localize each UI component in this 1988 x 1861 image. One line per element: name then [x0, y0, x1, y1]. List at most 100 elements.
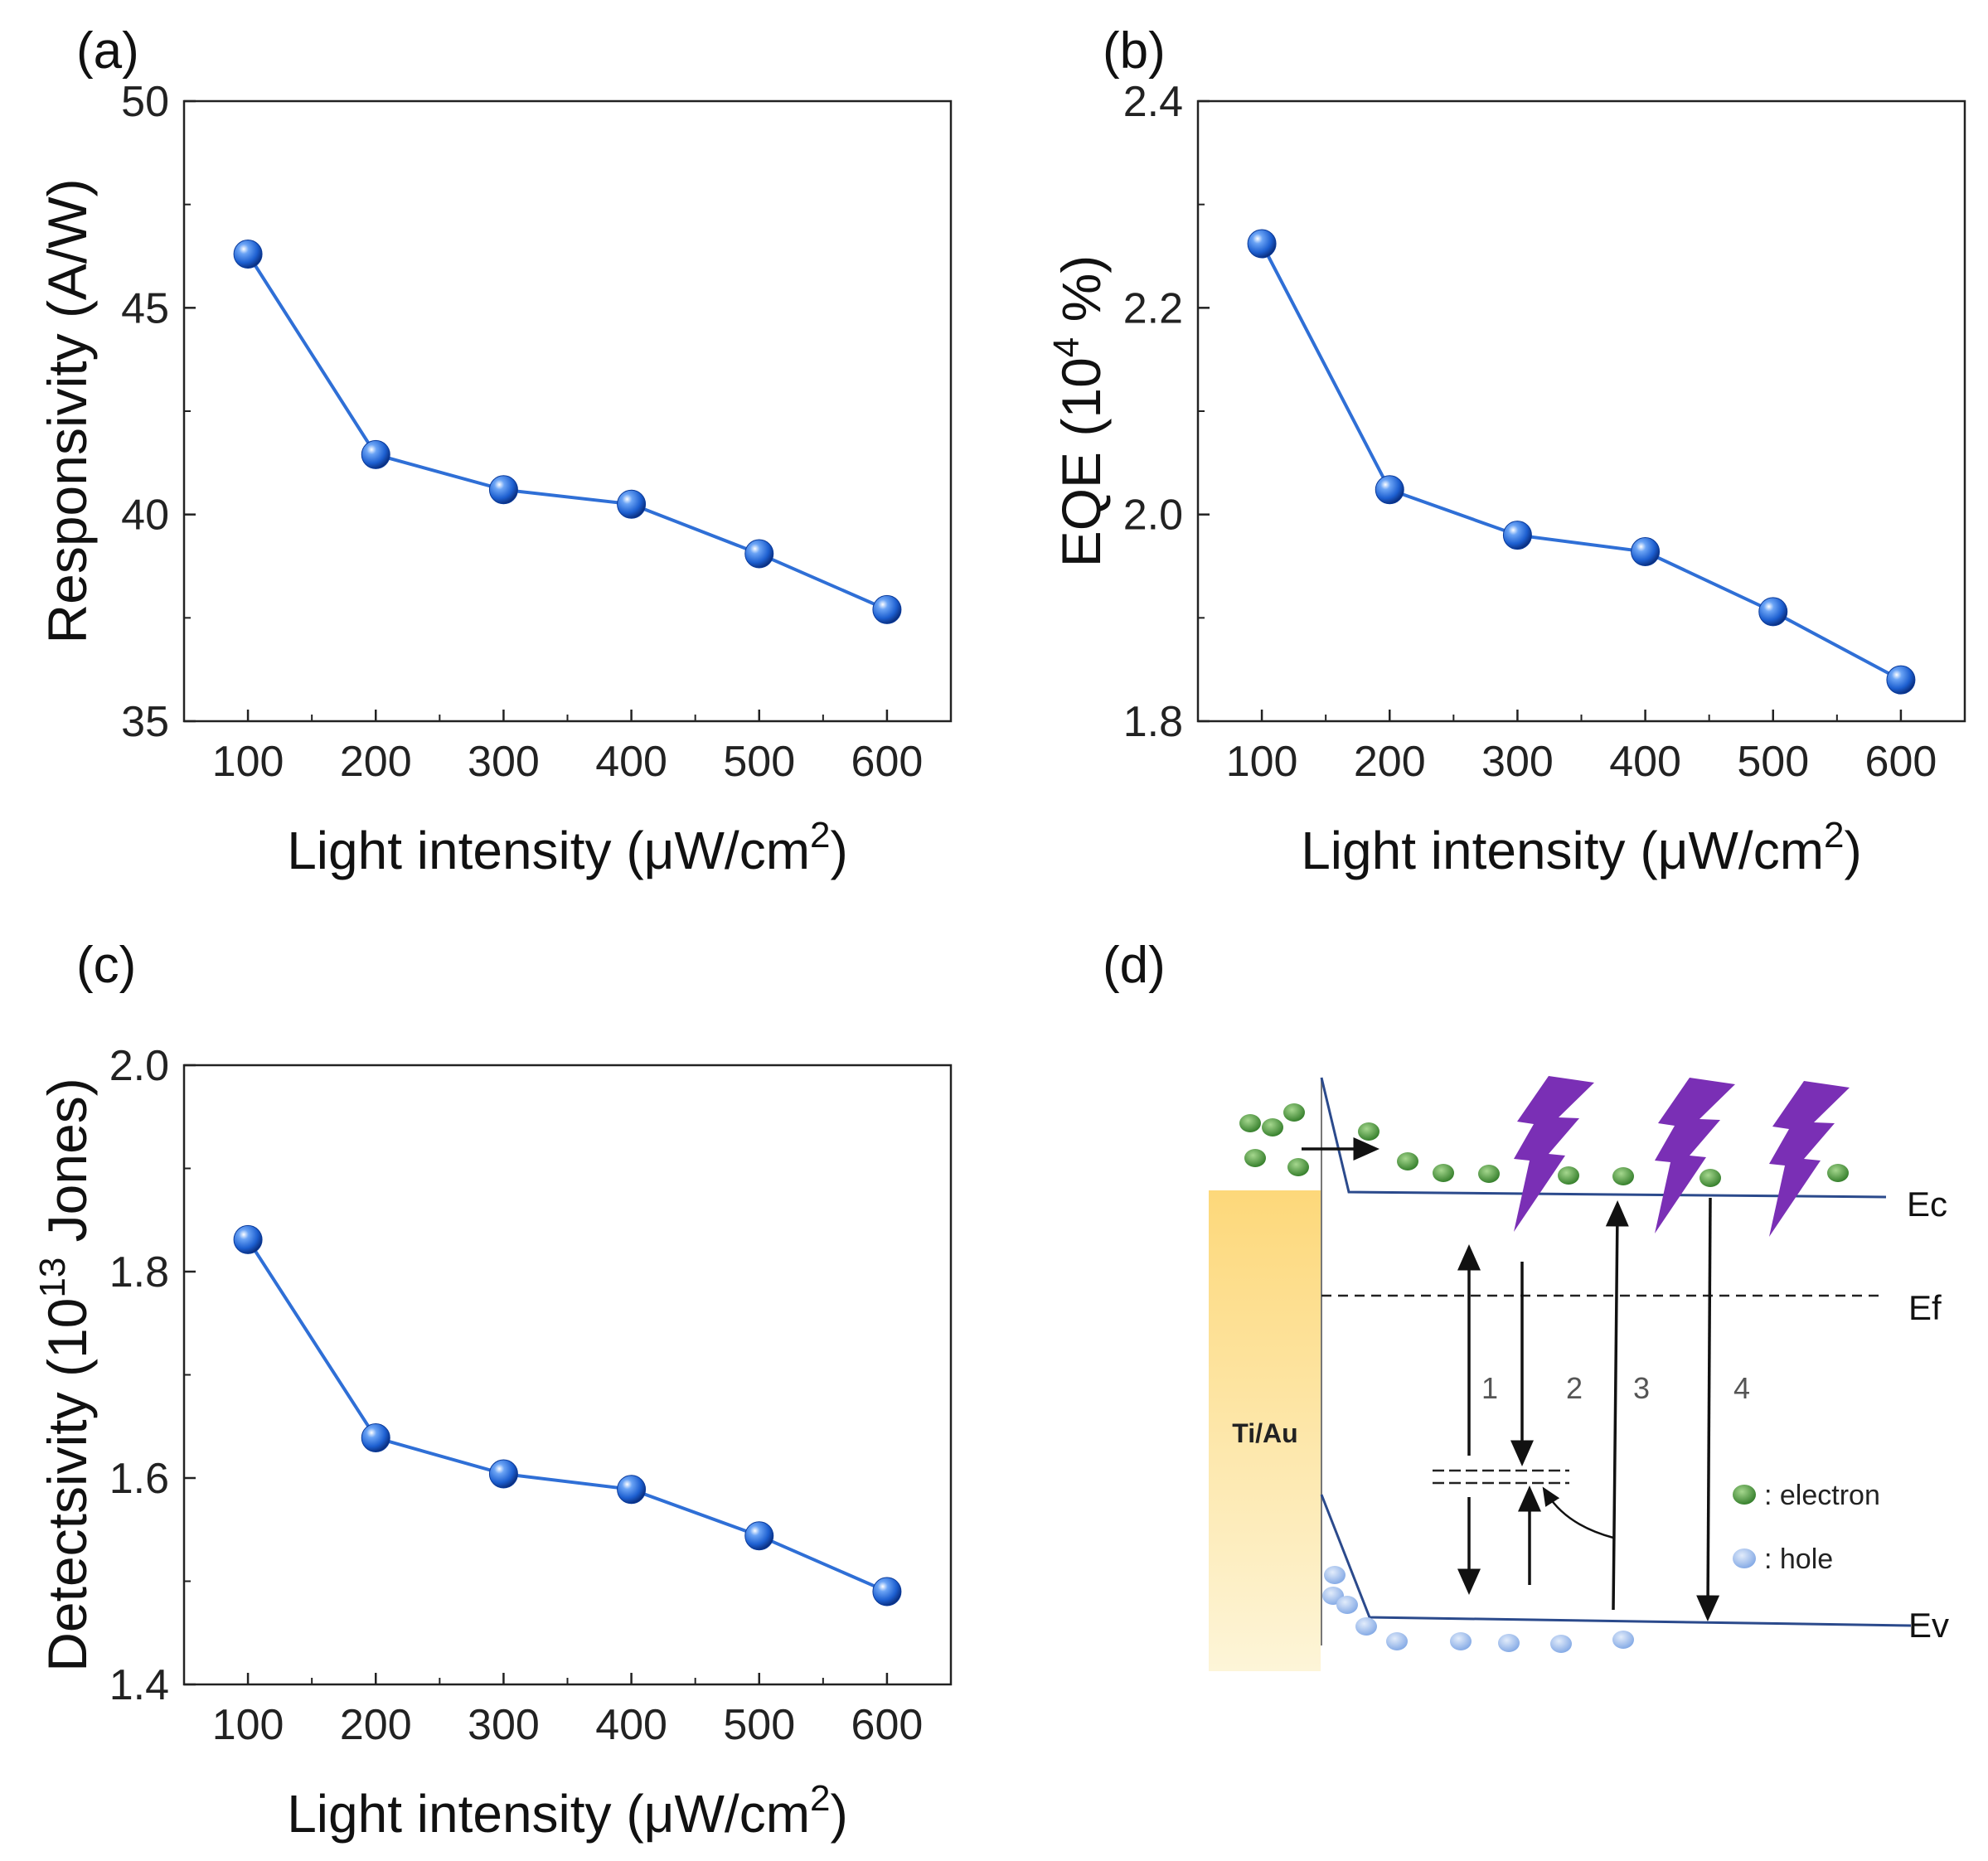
x-tick-label: 200: [340, 738, 412, 786]
y-tick-label: 1.6: [109, 1455, 169, 1503]
x-tick-label: 300: [1481, 738, 1554, 786]
x-tick-label: 500: [1737, 738, 1809, 786]
hole: [1498, 1634, 1520, 1652]
legend-hole-marker: [1733, 1548, 1756, 1568]
electron: [1699, 1169, 1721, 1187]
legend-hole-label: : hole: [1764, 1544, 1833, 1575]
x-tick-label: 300: [468, 1701, 540, 1749]
hole: [1324, 1566, 1346, 1584]
electron: [1283, 1103, 1305, 1122]
data-point: [617, 1475, 647, 1505]
data-point: [488, 475, 518, 505]
lightning-icon: [1514, 1076, 1594, 1232]
series-line-c: [246, 1238, 888, 1593]
x-tick-label: 600: [1865, 738, 1937, 786]
data-point: [1886, 665, 1916, 695]
data-point: [872, 594, 902, 624]
data-point: [1502, 521, 1532, 550]
y-tick-label: 2.4: [1123, 78, 1183, 126]
hole: [1355, 1617, 1377, 1636]
lightning-icon: [1769, 1081, 1850, 1237]
electron: [1612, 1167, 1634, 1185]
electron: [1358, 1122, 1379, 1141]
x-tick-label: 600: [851, 738, 924, 786]
data-point: [1758, 597, 1788, 627]
y-tick-label: 1.8: [109, 1248, 169, 1296]
series-line-a: [246, 253, 888, 612]
data-point: [233, 1224, 263, 1254]
electron: [1558, 1166, 1579, 1185]
x-tick-label: 200: [1354, 738, 1426, 786]
x-tick-label: 300: [468, 738, 540, 786]
process-label-2: 2: [1566, 1371, 1583, 1405]
x-tick-label: 100: [212, 738, 284, 786]
electron: [1244, 1149, 1266, 1167]
panel-label-a: (a): [76, 22, 139, 80]
conduction-band: [1320, 1077, 1887, 1199]
electron: [1397, 1152, 1418, 1170]
y-axis-label-a: Responsivity (A/W): [36, 178, 98, 643]
data-point: [361, 1422, 390, 1452]
hole: [1336, 1596, 1358, 1614]
lightning-icon: [1655, 1078, 1735, 1233]
process-4-arrow: [1696, 1197, 1720, 1621]
data-point: [488, 1459, 518, 1489]
data-point: [1247, 229, 1277, 259]
hole: [1450, 1632, 1472, 1650]
y-tick-label: 35: [121, 698, 169, 746]
ef-label: Ef: [1908, 1288, 1942, 1327]
process-3-trap-arrow: [1542, 1486, 1614, 1539]
electron: [1287, 1158, 1309, 1176]
electron: [1262, 1118, 1283, 1136]
y-tick-label: 2.0: [109, 1042, 169, 1090]
holes: [1322, 1566, 1634, 1653]
plot-frame-a: [182, 99, 953, 723]
plot-frame-c: [182, 1064, 953, 1686]
process-label-3: 3: [1633, 1371, 1650, 1405]
chart-detectivity: 100 200 300 400 500 600 1.4 1.6 1.8 2.0 Light inte…: [32, 1042, 953, 1844]
hole: [1550, 1635, 1572, 1653]
data-point: [744, 1521, 774, 1551]
process-3-arrow: [1605, 1200, 1629, 1611]
x-tick-label: 400: [1609, 738, 1681, 786]
y-tick-label: 40: [121, 492, 169, 540]
data-point: [233, 240, 263, 269]
y-tick-label: 50: [121, 78, 169, 126]
data-point: [872, 1577, 902, 1607]
ev-label: Ev: [1908, 1606, 1949, 1645]
x-tick-label: 100: [212, 1701, 284, 1749]
hole: [1386, 1632, 1408, 1650]
electron: [1478, 1165, 1500, 1183]
metal-contact: [1209, 1190, 1321, 1671]
chart-eqe: 100 200 300 400 500 600 1.8 2.0 2.2 2.4 Light inte…: [1046, 78, 1966, 880]
panel-label-d: (d): [1103, 937, 1166, 994]
electron: [1827, 1164, 1849, 1182]
x-tick-label: 100: [1226, 738, 1298, 786]
legend-electron-marker: [1733, 1485, 1756, 1505]
y-tick-label: 45: [121, 284, 169, 332]
x-tick-label: 400: [595, 1701, 667, 1749]
x-tick-label: 200: [340, 1701, 412, 1749]
x-tick-label: 400: [595, 738, 667, 786]
y-tick-label: 1.8: [1123, 698, 1183, 746]
x-axis-label-a: Light intensity (μW/cm2): [287, 815, 848, 880]
y-axis-label-b: EQE (104 %): [1046, 255, 1112, 568]
electrons: [1239, 1103, 1849, 1187]
process-label-1: 1: [1481, 1371, 1498, 1405]
series-line-b: [1260, 243, 1902, 681]
process-label-4: 4: [1733, 1371, 1750, 1405]
data-point: [1631, 537, 1661, 567]
data-point: [744, 539, 774, 569]
panel-label-c: (c): [76, 937, 136, 994]
y-tick-label: 2.0: [1123, 492, 1183, 540]
y-tick-label: 2.2: [1123, 284, 1183, 332]
data-point: [1375, 475, 1404, 505]
x-tick-label: 500: [723, 1701, 795, 1749]
data-point: [617, 489, 647, 519]
hole: [1612, 1631, 1634, 1649]
chart-responsivity: 100 200 300 400 500 600 35 40 45 50 Light intensit…: [36, 78, 953, 880]
x-axis-label-c: Light intensity (μW/cm2): [287, 1778, 848, 1844]
data-point: [361, 439, 390, 469]
panel-label-b: (b): [1103, 22, 1166, 80]
